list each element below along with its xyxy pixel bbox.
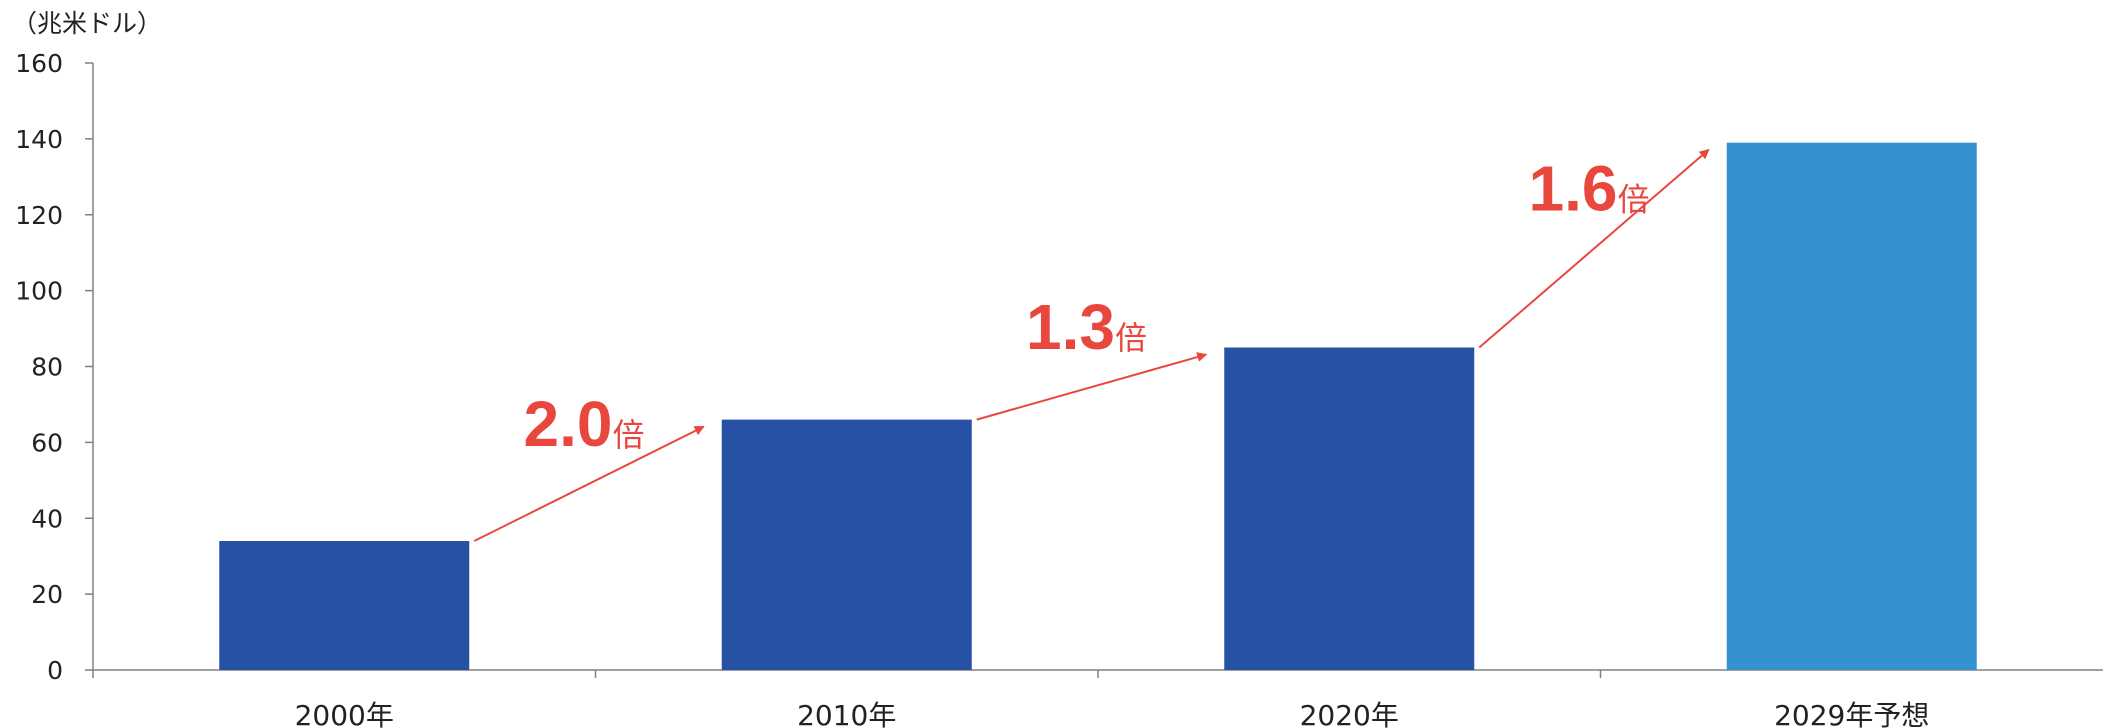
growth-ratio-value: 1.6 [1529, 153, 1618, 225]
y-tick-label: 60 [31, 428, 63, 457]
bar [1726, 142, 1977, 670]
y-tick-label: 0 [47, 656, 63, 685]
y-tick-label: 140 [15, 125, 63, 154]
growth-ratio-label: 2.0倍 [524, 388, 645, 460]
growth-annotations: 2.0倍1.3倍1.6倍 [473, 148, 1710, 542]
x-category-label: 2020年 [1300, 699, 1399, 728]
growth-ratio-value: 2.0 [524, 388, 613, 460]
y-axis-unit-label: （兆米ドル） [12, 9, 162, 38]
x-category-label: 2010年 [797, 699, 896, 728]
y-tick-label: 160 [15, 49, 63, 78]
x-axis: 2000年 2010年 2020年 2029年予想 [92, 669, 2103, 728]
y-tick-label: 40 [31, 504, 63, 533]
bar [1224, 347, 1475, 670]
y-axis: 0 20 40 60 80 100 120 140 160 [15, 49, 94, 685]
y-tick-label: 80 [31, 353, 63, 382]
x-category-label: 2000年 [295, 699, 394, 728]
y-tick-label: 100 [15, 277, 63, 306]
x-category-label: 2029年予想 [1774, 699, 1929, 728]
growth-ratio-value: 1.3 [1026, 291, 1115, 363]
bar-series [219, 142, 1977, 670]
growth-arrow [473, 425, 705, 542]
y-tick-label: 20 [31, 580, 63, 609]
growth-ratio-suffix: 倍 [612, 416, 644, 454]
bar [219, 541, 470, 670]
growth-ratio-suffix: 倍 [1115, 319, 1147, 357]
growth-ratio-label: 1.3倍 [1026, 291, 1147, 363]
growth-ratio-label: 1.6倍 [1529, 153, 1650, 225]
bar [721, 419, 972, 670]
growth-arrow [1478, 148, 1710, 349]
y-tick-label: 120 [15, 201, 63, 230]
growth-arrow [976, 352, 1208, 421]
growth-ratio-suffix: 倍 [1617, 181, 1649, 219]
